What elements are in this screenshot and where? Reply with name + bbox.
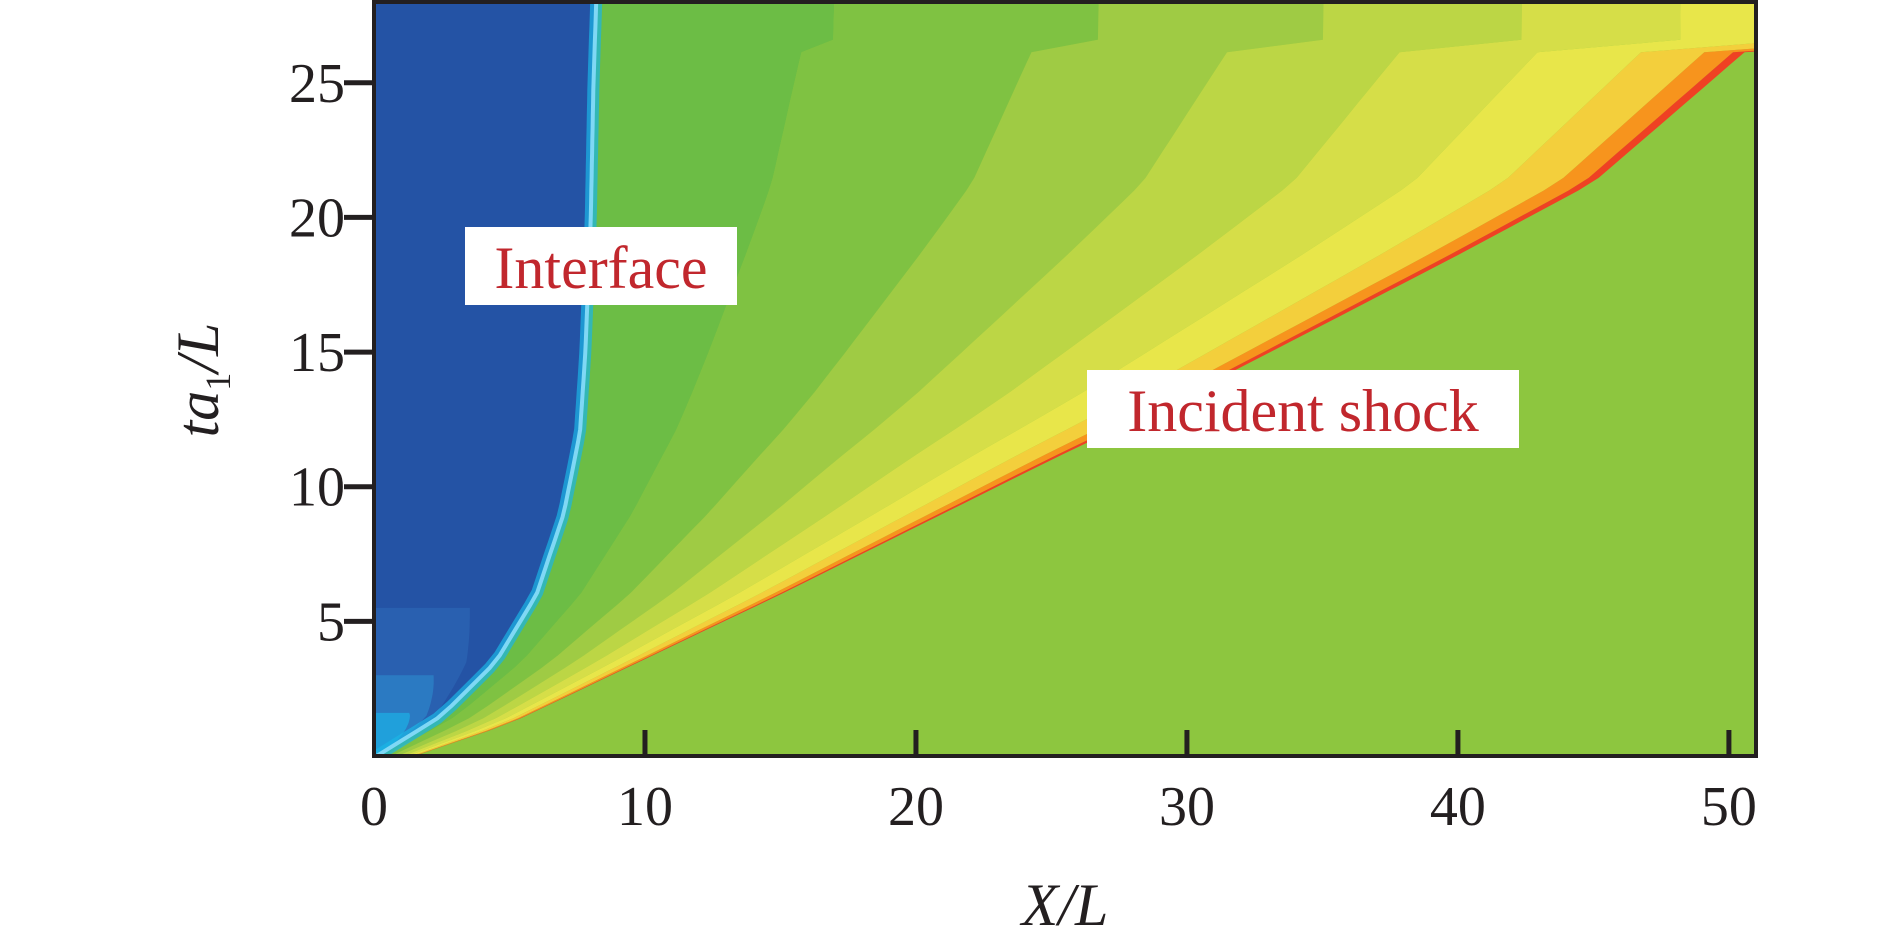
y-axis-title-main: ta [165, 391, 231, 438]
band-green-light [383, 2, 1099, 756]
annotation-interface: Interface [465, 227, 737, 305]
y-tick-label-25: 25 [289, 53, 345, 115]
y-axis-title-tail: /L [165, 323, 231, 376]
x-axis-title: X/L [1020, 872, 1109, 938]
x-tick-labels: 0 10 20 30 40 50 [360, 776, 1757, 838]
annotation-interface-label: Interface [494, 235, 707, 301]
band-yellow [407, 2, 1756, 756]
y-tick-labels: 5 10 15 20 25 [289, 53, 345, 654]
x-tick-label-10: 10 [617, 776, 673, 838]
x-tick-label-30: 30 [1159, 776, 1215, 838]
y-tick-label-10: 10 [289, 457, 345, 519]
x-tick-label-0: 0 [360, 776, 388, 838]
band-pale-yellow [403, 2, 1681, 756]
y-axis-title: ta1/L [165, 323, 238, 438]
band-yellow-green [397, 2, 1522, 756]
interface-line [375, 2, 599, 756]
annotation-interface-box [465, 227, 737, 305]
x-tick-label-20: 20 [888, 776, 944, 838]
contour-field [373, 2, 1756, 756]
y-tick-label-5: 5 [317, 591, 345, 653]
plot-frame [372, 0, 1758, 758]
band-green [376, 2, 835, 756]
y-tick-label-20: 20 [289, 187, 345, 249]
band-lime [391, 2, 1324, 756]
band-gold [411, 43, 1756, 756]
annotation-incident-shock-box [1087, 370, 1519, 448]
axis-ticks [344, 80, 1732, 756]
y-tick-label-15: 15 [289, 322, 345, 384]
x-tick-label-40: 40 [1430, 776, 1486, 838]
annotation-incident-shock-label: Incident shock [1127, 378, 1479, 444]
x-tick-label-50: 50 [1701, 776, 1757, 838]
y-axis-title-subscript: 1 [198, 373, 238, 391]
annotation-incident-shock: Incident shock [1087, 370, 1519, 448]
